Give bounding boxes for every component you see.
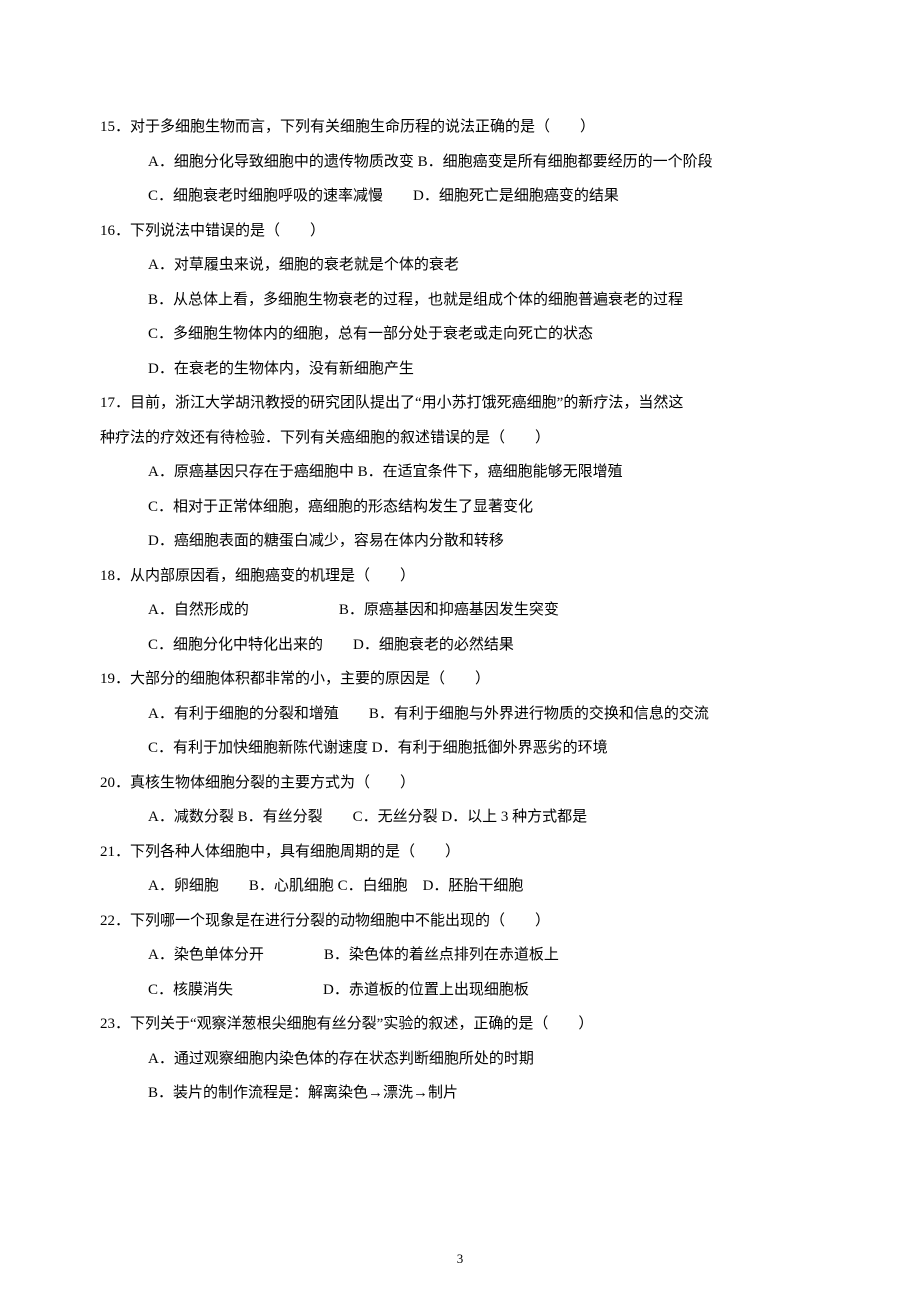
question-15: 15．对于多细胞生物而言，下列有关细胞生命历程的说法正确的是（ ） A．细胞分化… — [100, 110, 820, 214]
q18-opt-line1: A．自然形成的 B．原癌基因和抑癌基因发生突变 — [148, 593, 559, 628]
question-20: 20．真核生物体细胞分裂的主要方式为（ ） A．减数分裂 B．有丝分裂 C．无丝… — [100, 766, 820, 835]
q15-opt-line1: A．细胞分化导致细胞中的遗传物质改变 B．细胞癌变是所有细胞都要经历的一个阶段 — [148, 145, 713, 180]
q17-text1: ．目前，浙江大学胡汛教授的研究团队提出了“用小苏打饿死癌细胞”的新疗法，当然这 — [115, 395, 683, 411]
q16-opt-a: A．对草履虫来说，细胞的衰老就是个体的衰老 — [148, 248, 459, 283]
page-number: 3 — [0, 1251, 920, 1267]
q20-opt-line1: A．减数分裂 B．有丝分裂 C．无丝分裂 D．以上 3 种方式都是 — [148, 800, 587, 835]
q20-num: 20 — [100, 775, 115, 791]
q21-text: ．下列各种人体细胞中，具有细胞周期的是（ ） — [115, 844, 460, 860]
q17-options: A．原癌基因只存在于癌细胞中 B．在适宜条件下，癌细胞能够无限增殖 C．相对于正… — [100, 455, 820, 559]
question-18: 18．从内部原因看，细胞癌变的机理是（ ） A．自然形成的 B．原癌基因和抑癌基… — [100, 559, 820, 663]
q22-options: A．染色单体分开 B．染色体的着丝点排列在赤道板上 C．核膜消失 D．赤道板的位… — [100, 938, 820, 1007]
q18-options: A．自然形成的 B．原癌基因和抑癌基因发生突变 C．细胞分化中特化出来的 D．细… — [100, 593, 820, 662]
q23-stem: 23．下列关于“观察洋葱根尖细胞有丝分裂”实验的叙述，正确的是（ ） — [100, 1007, 820, 1042]
q17-opt-b: B．在适宜条件下，癌细胞能够无限增殖 — [358, 455, 623, 490]
question-22: 22．下列哪一个现象是在进行分裂的动物细胞中不能出现的（ ） A．染色单体分开 … — [100, 904, 820, 1008]
q20-stem: 20．真核生物体细胞分裂的主要方式为（ ） — [100, 766, 820, 801]
question-19: 19．大部分的细胞体积都非常的小，主要的原因是（ ） A．有利于细胞的分裂和增殖… — [100, 662, 820, 766]
exam-page: 15．对于多细胞生物而言，下列有关细胞生命历程的说法正确的是（ ） A．细胞分化… — [0, 0, 920, 1302]
q23-options: A．通过观察细胞内染色体的存在状态判断细胞所处的时期 B．装片的制作流程是：解离… — [100, 1042, 820, 1111]
q23-opt-a: A．通过观察细胞内染色体的存在状态判断细胞所处的时期 — [148, 1042, 534, 1077]
q21-num: 21 — [100, 844, 115, 860]
q21-stem: 21．下列各种人体细胞中，具有细胞周期的是（ ） — [100, 835, 820, 870]
q15-options: A．细胞分化导致细胞中的遗传物质改变 B．细胞癌变是所有细胞都要经历的一个阶段 … — [100, 145, 820, 214]
q16-num: 16 — [100, 223, 115, 239]
q19-opt-line1: A．有利于细胞的分裂和增殖 B．有利于细胞与外界进行物质的交换和信息的交流 — [148, 697, 709, 732]
q18-stem: 18．从内部原因看，细胞癌变的机理是（ ） — [100, 559, 820, 594]
q16-opt-b: B．从总体上看，多细胞生物衰老的过程，也就是组成个体的细胞普遍衰老的过程 — [148, 283, 683, 318]
q22-opt-line1: A．染色单体分开 B．染色体的着丝点排列在赤道板上 — [148, 938, 559, 973]
q17-opt-a: A．原癌基因只存在于癌细胞中 — [148, 455, 354, 490]
q17-opt-c: C．相对于正常体细胞，癌细胞的形态结构发生了显著变化 — [148, 490, 533, 525]
q16-text: ．下列说法中错误的是（ ） — [115, 223, 325, 239]
q21-opt-line1: A．卵细胞 B．心肌细胞 C．白细胞 D．胚胎干细胞 — [148, 869, 523, 904]
q15-text: ．对于多细胞生物而言，下列有关细胞生命历程的说法正确的是（ ） — [115, 119, 595, 135]
q17-num: 17 — [100, 395, 115, 411]
q18-num: 18 — [100, 568, 115, 584]
q20-options: A．减数分裂 B．有丝分裂 C．无丝分裂 D．以上 3 种方式都是 — [100, 800, 820, 835]
q15-num: 15 — [100, 119, 115, 135]
q16-stem: 16．下列说法中错误的是（ ） — [100, 214, 820, 249]
q22-text: ．下列哪一个现象是在进行分裂的动物细胞中不能出现的（ ） — [115, 913, 550, 929]
q19-num: 19 — [100, 671, 115, 687]
q23-text: ．下列关于“观察洋葱根尖细胞有丝分裂”实验的叙述，正确的是（ ） — [115, 1016, 593, 1032]
q19-options: A．有利于细胞的分裂和增殖 B．有利于细胞与外界进行物质的交换和信息的交流 C．… — [100, 697, 820, 766]
q18-opt-line2: C．细胞分化中特化出来的 D．细胞衰老的必然结果 — [148, 628, 514, 663]
q17-opt-d: D．癌细胞表面的糖蛋白减少，容易在体内分散和转移 — [148, 524, 504, 559]
q20-text: ．真核生物体细胞分裂的主要方式为（ ） — [115, 775, 415, 791]
q22-num: 22 — [100, 913, 115, 929]
q22-stem: 22．下列哪一个现象是在进行分裂的动物细胞中不能出现的（ ） — [100, 904, 820, 939]
q16-opt-c: C．多细胞生物体内的细胞，总有一部分处于衰老或走向死亡的状态 — [148, 317, 593, 352]
q15-opt-line2: C．细胞衰老时细胞呼吸的速率减慢 D．细胞死亡是细胞癌变的结果 — [148, 179, 619, 214]
q17-stem-line2: 种疗法的疗效还有待检验．下列有关癌细胞的叙述错误的是（ ） — [100, 421, 820, 456]
q17-stem-line1: 17．目前，浙江大学胡汛教授的研究团队提出了“用小苏打饿死癌细胞”的新疗法，当然… — [100, 386, 820, 421]
q23-opt-b: B．装片的制作流程是：解离染色→漂洗→制片 — [148, 1076, 458, 1111]
question-23: 23．下列关于“观察洋葱根尖细胞有丝分裂”实验的叙述，正确的是（ ） A．通过观… — [100, 1007, 820, 1111]
q19-text: ．大部分的细胞体积都非常的小，主要的原因是（ ） — [115, 671, 490, 687]
question-21: 21．下列各种人体细胞中，具有细胞周期的是（ ） A．卵细胞 B．心肌细胞 C．… — [100, 835, 820, 904]
q16-opt-d: D．在衰老的生物体内，没有新细胞产生 — [148, 352, 414, 387]
question-16: 16．下列说法中错误的是（ ） A．对草履虫来说，细胞的衰老就是个体的衰老 B．… — [100, 214, 820, 387]
q16-options: A．对草履虫来说，细胞的衰老就是个体的衰老 B．从总体上看，多细胞生物衰老的过程… — [100, 248, 820, 386]
q15-stem: 15．对于多细胞生物而言，下列有关细胞生命历程的说法正确的是（ ） — [100, 110, 820, 145]
question-17: 17．目前，浙江大学胡汛教授的研究团队提出了“用小苏打饿死癌细胞”的新疗法，当然… — [100, 386, 820, 559]
q21-options: A．卵细胞 B．心肌细胞 C．白细胞 D．胚胎干细胞 — [100, 869, 820, 904]
q22-opt-line2: C．核膜消失 D．赤道板的位置上出现细胞板 — [148, 973, 529, 1008]
q19-opt-line2: C．有利于加快细胞新陈代谢速度 D．有利于细胞抵御外界恶劣的环境 — [148, 731, 608, 766]
q23-num: 23 — [100, 1016, 115, 1032]
q19-stem: 19．大部分的细胞体积都非常的小，主要的原因是（ ） — [100, 662, 820, 697]
q18-text: ．从内部原因看，细胞癌变的机理是（ ） — [115, 568, 415, 584]
